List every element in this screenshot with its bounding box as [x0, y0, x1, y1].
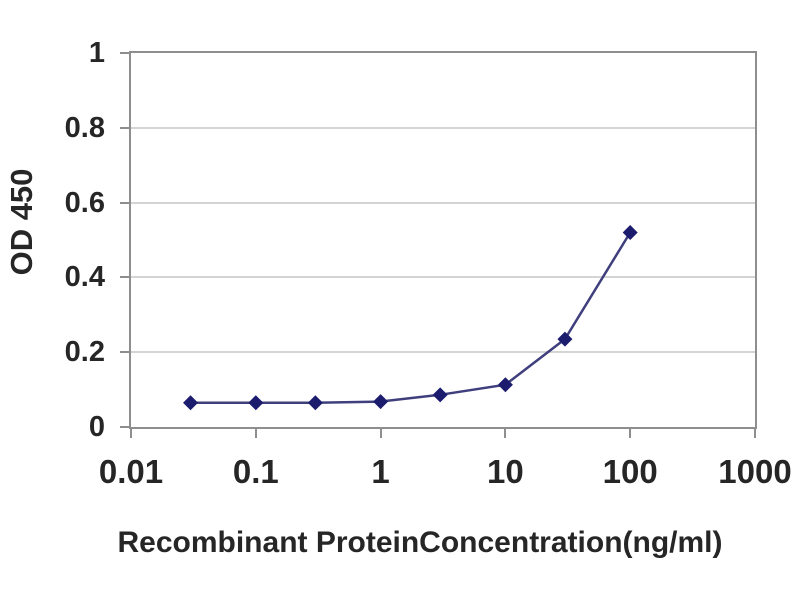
x-tick-label: 0.1: [232, 453, 279, 490]
y-tick-label: 1: [88, 37, 105, 69]
x-tick-label: 1: [371, 453, 390, 490]
y-tick-mark: [120, 201, 129, 204]
y-tick-label: 0.8: [64, 111, 105, 144]
y-tick-mark: [120, 52, 129, 54]
data-series-line: [183, 225, 638, 411]
y-gridline: [131, 126, 755, 129]
x-tick-label: 1000: [718, 453, 792, 490]
diamond-marker: [248, 395, 264, 411]
y-tick-mark: [120, 276, 129, 279]
x-tick-mark: [504, 429, 507, 438]
diamond-marker: [307, 395, 323, 411]
series-polyline: [190, 231, 632, 404]
diamond-marker: [432, 387, 448, 403]
y-tick-label: 0: [88, 411, 105, 443]
x-tick-mark: [130, 429, 132, 438]
diamond-marker: [497, 377, 513, 393]
y-tick-mark: [120, 351, 129, 354]
y-tick-label: 0.6: [64, 186, 105, 219]
x-tick-label: 0.01: [98, 453, 164, 490]
diamond-marker: [373, 394, 389, 410]
plot-area: [129, 51, 757, 429]
diamond-marker: [622, 225, 638, 241]
y-gridline: [131, 201, 755, 204]
y-tick-label: 0.2: [64, 336, 105, 369]
diamond-marker: [557, 331, 573, 347]
x-tick-mark: [379, 429, 382, 438]
y-tick-mark: [120, 126, 129, 129]
y-tick-mark: [120, 426, 129, 428]
x-tick-label: 10: [487, 453, 524, 490]
x-tick-mark: [629, 429, 632, 438]
diamond-marker: [183, 395, 199, 411]
x-tick-label: 100: [602, 453, 658, 490]
x-axis-title: Recombinant ProteinConcentration(ng/ml): [117, 526, 723, 559]
y-tick-label: 0.4: [64, 261, 105, 294]
x-tick-mark: [254, 429, 257, 438]
y-gridline: [131, 351, 755, 354]
y-gridline: [131, 276, 755, 279]
x-tick-mark: [754, 429, 756, 438]
